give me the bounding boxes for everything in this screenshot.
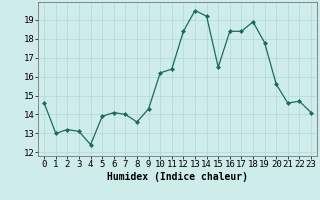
X-axis label: Humidex (Indice chaleur): Humidex (Indice chaleur) (107, 172, 248, 182)
